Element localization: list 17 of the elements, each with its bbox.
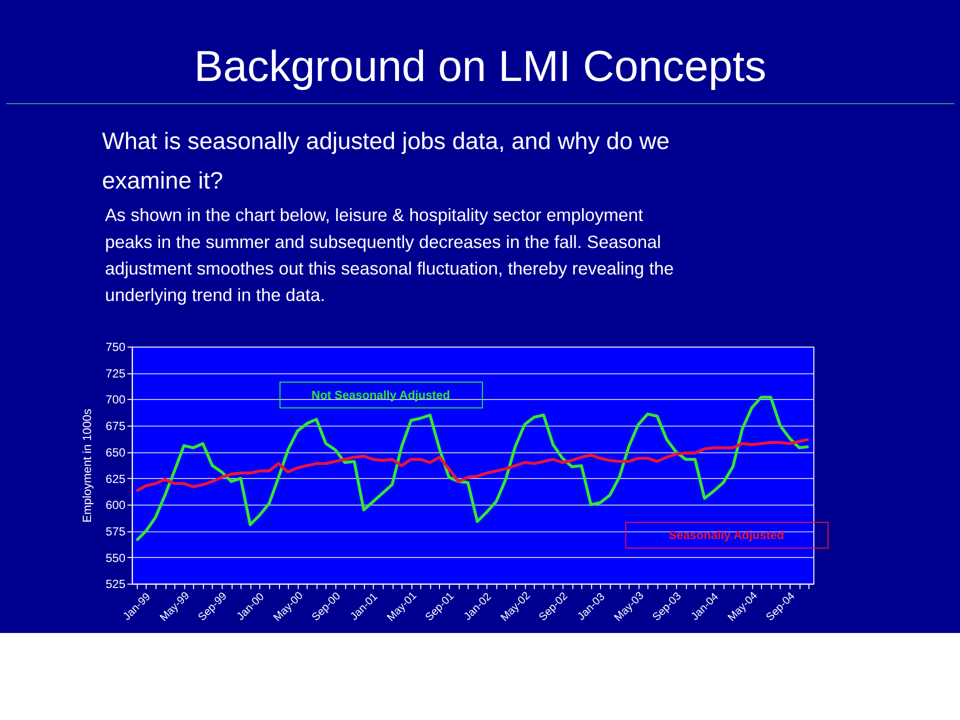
chart-subtitle: What is seasonally adjusted jobs data, and why do we examine it? <box>102 129 670 195</box>
y-tick-label: 725 <box>106 366 126 380</box>
y-tick-label: 625 <box>106 472 126 486</box>
y-tick-label: 550 <box>106 550 126 565</box>
text: As shown in the chart below, leisure & hospitality sector employment peaks in the summer and subsequently decreases in the fall. Seasonal adjustment smoothes out this seasonal fluctuation, thereby revealing the underlying trend in the data. <box>104 205 674 306</box>
y-tick-label: 750 <box>106 340 126 354</box>
y-tick-label: 525 <box>106 577 126 592</box>
y-tick-label: 700 <box>106 392 126 407</box>
y-tick-label: 575 <box>106 524 126 538</box>
line-series <box>135 438 810 492</box>
y-tick-label: 600 <box>106 498 126 512</box>
y-tick-label: 650 <box>106 445 126 460</box>
text: Seasonally Adjusted <box>668 528 784 542</box>
y-tick-label: 675 <box>106 419 126 434</box>
chart-title: Background on LMI Concepts <box>194 42 766 91</box>
series-label: Not Seasonally Adjusted <box>312 388 450 402</box>
y-axis-title: Employment in 1000s <box>80 408 94 523</box>
